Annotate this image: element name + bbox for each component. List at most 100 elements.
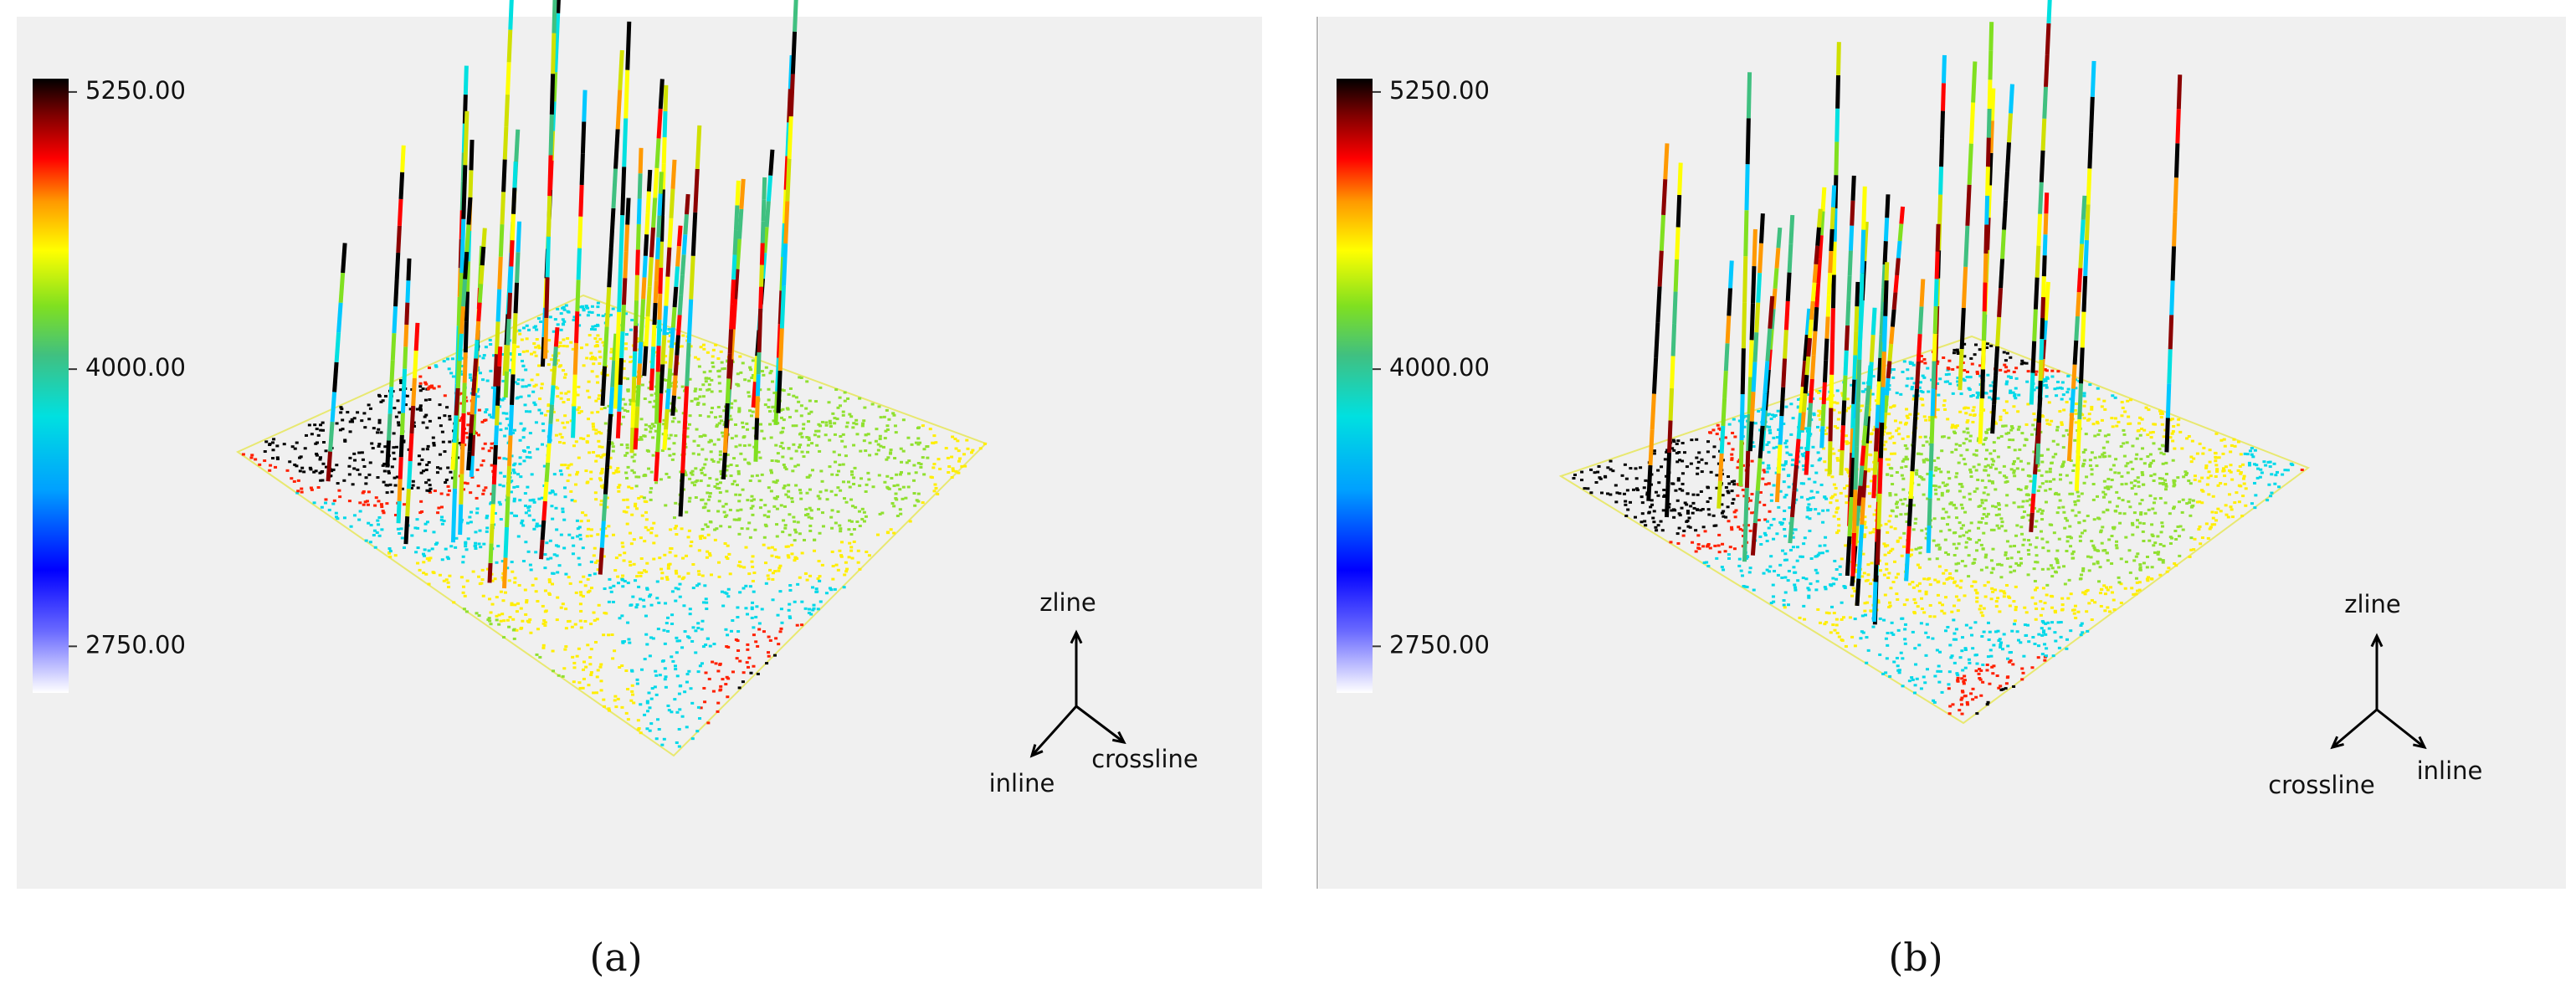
sample-point xyxy=(435,541,439,545)
sample-point xyxy=(2128,505,2132,509)
sample-point xyxy=(655,597,659,600)
sample-point xyxy=(476,485,480,488)
sample-point xyxy=(293,463,297,466)
sample-point xyxy=(381,399,385,403)
sample-point xyxy=(442,579,446,582)
sample-point xyxy=(690,473,695,476)
sample-point xyxy=(1706,542,1711,546)
sample-point xyxy=(629,400,634,403)
sample-point xyxy=(1861,552,1865,556)
sample-point xyxy=(1977,393,1981,397)
sample-point xyxy=(699,479,703,483)
sample-point xyxy=(852,476,856,479)
sample-point xyxy=(629,398,633,402)
sample-point xyxy=(1778,563,1783,567)
sample-point xyxy=(521,619,525,623)
sample-point xyxy=(1913,684,1917,687)
sample-point xyxy=(2153,497,2158,500)
sample-point xyxy=(2014,367,2019,370)
sample-point xyxy=(2080,531,2084,535)
sample-point xyxy=(2041,384,2045,387)
sample-point xyxy=(864,433,868,437)
sample-point xyxy=(809,613,813,616)
sample-point xyxy=(1701,508,1705,511)
sample-point xyxy=(779,608,783,611)
sample-point xyxy=(315,452,319,455)
sample-point xyxy=(335,422,339,425)
sample-point xyxy=(2034,546,2038,549)
sample-point xyxy=(459,364,464,367)
sample-point xyxy=(432,531,436,534)
sample-point xyxy=(1737,557,1742,561)
sample-point xyxy=(379,431,383,434)
sample-point xyxy=(605,373,609,377)
sample-point xyxy=(2187,434,2191,438)
sample-point xyxy=(559,364,563,367)
sample-point xyxy=(1769,602,1773,605)
sample-point xyxy=(737,532,741,536)
sample-point xyxy=(699,537,703,541)
sample-point xyxy=(779,504,783,507)
sample-point xyxy=(571,655,575,659)
sample-point xyxy=(319,479,323,482)
well-segment xyxy=(782,243,788,286)
sample-point xyxy=(2174,564,2178,567)
sample-point xyxy=(626,582,630,585)
sample-point xyxy=(808,474,812,477)
sample-point xyxy=(571,552,575,556)
sample-point xyxy=(2276,470,2280,474)
sample-point xyxy=(2173,562,2177,565)
sample-point xyxy=(464,548,469,551)
sample-point xyxy=(563,372,567,376)
sample-point xyxy=(1966,431,1970,434)
sample-point xyxy=(358,510,362,513)
sample-point xyxy=(1738,527,1742,531)
sample-point xyxy=(771,380,775,383)
sample-point xyxy=(1814,588,1819,592)
well-segment xyxy=(757,308,763,331)
well-segment xyxy=(495,289,502,322)
sample-point xyxy=(443,394,447,397)
sample-point xyxy=(689,345,693,348)
sample-point xyxy=(1775,436,1779,439)
sample-point xyxy=(2250,447,2254,450)
sample-point xyxy=(1982,531,1986,535)
sample-point xyxy=(466,521,470,525)
sample-point xyxy=(677,745,681,748)
sample-point xyxy=(928,428,932,431)
sample-point xyxy=(487,617,491,620)
sample-point xyxy=(875,453,879,456)
sample-point xyxy=(1960,649,1964,653)
sample-point xyxy=(703,505,707,509)
sample-point xyxy=(645,562,649,565)
sample-point xyxy=(1962,458,1966,461)
well-segment xyxy=(466,451,472,471)
sample-point xyxy=(497,623,501,626)
sample-point xyxy=(1905,414,1909,418)
sample-point xyxy=(2241,463,2245,466)
sample-point xyxy=(702,686,706,690)
well-segment xyxy=(617,263,623,312)
well-segment xyxy=(599,521,606,548)
sample-point xyxy=(633,453,637,456)
sample-point xyxy=(794,396,798,399)
panel-b: 5250.004000.002750.00zlineinlinecrosslin… xyxy=(1337,0,2482,799)
sample-point xyxy=(562,338,566,341)
sample-point xyxy=(1988,389,1993,392)
sample-point xyxy=(769,490,773,493)
sample-point xyxy=(694,629,698,633)
well-segment xyxy=(551,33,557,74)
sample-point xyxy=(774,459,778,463)
sample-point xyxy=(670,655,674,659)
sample-point xyxy=(1924,654,1928,657)
sample-point xyxy=(1961,377,1965,381)
sample-point xyxy=(1762,469,1766,472)
sample-point xyxy=(2006,644,2010,648)
sample-point xyxy=(419,471,423,474)
sample-point xyxy=(768,423,772,426)
sample-point xyxy=(2148,494,2153,497)
sample-point xyxy=(2003,363,2007,367)
sample-point xyxy=(497,613,501,617)
well-segment xyxy=(755,374,761,397)
sample-point xyxy=(807,515,811,519)
